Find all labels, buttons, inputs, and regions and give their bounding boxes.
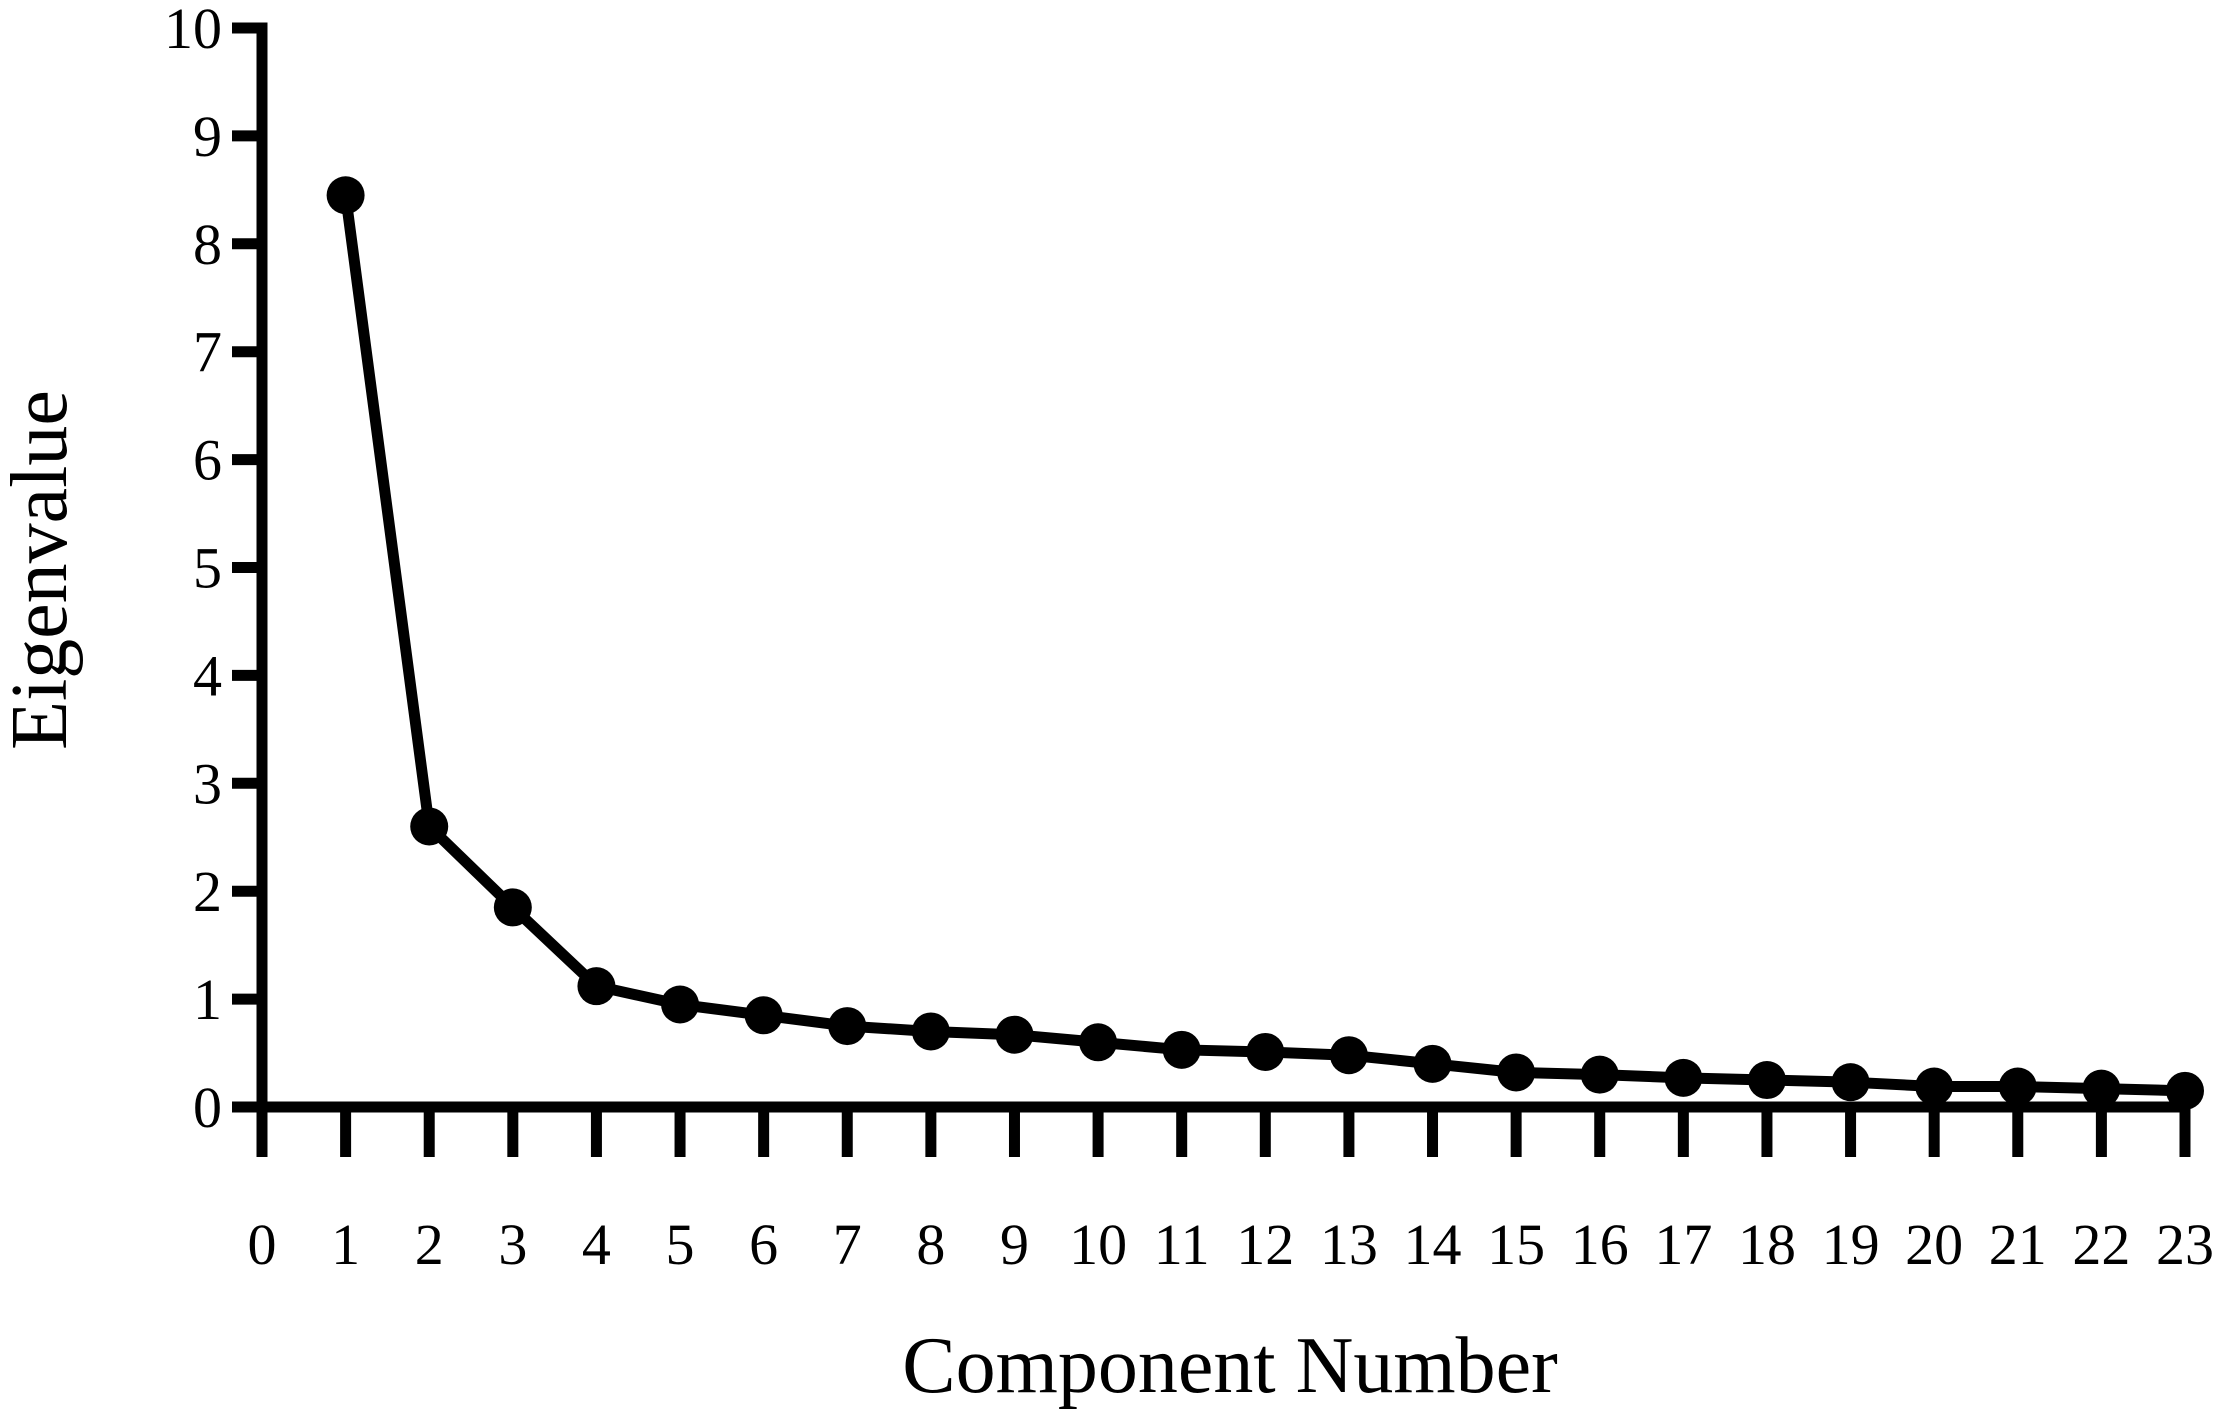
point [1162,1030,1201,1069]
y-tick-label: 10 [164,0,222,61]
y-tick-label: 0 [193,1075,222,1140]
point [661,985,700,1024]
point [2082,1069,2121,1108]
x-tick-label: 4 [582,1212,611,1277]
x-tick-label: 10 [1069,1212,1127,1277]
x-tick-label: 17 [1654,1212,1712,1277]
point [410,807,449,846]
y-tick-label: 8 [193,212,222,277]
x-tick-label: 0 [248,1212,277,1277]
x-tick-label: 7 [833,1212,862,1277]
point [1329,1036,1368,1075]
y-tick-label: 6 [193,428,222,493]
point [1664,1058,1703,1097]
x-tick-label: 13 [1320,1212,1378,1277]
point [1998,1067,2037,1106]
y-tick-label: 3 [193,751,222,816]
point [911,1012,950,1051]
x-tick-label: 15 [1487,1212,1545,1277]
x-tick-label: 22 [2072,1212,2130,1277]
y-tick-label: 4 [193,643,222,708]
y-tick-label: 9 [193,104,222,169]
x-tick-label: 23 [2156,1212,2214,1277]
x-tick-label: 16 [1571,1212,1629,1277]
y-tick-label: 1 [193,967,222,1032]
x-tick-label: 21 [1989,1212,2047,1277]
x-tick-label: 20 [1905,1212,1963,1277]
y-tick-label: 5 [193,536,222,601]
x-tick-label: 19 [1822,1212,1880,1277]
point [577,967,616,1006]
point [1580,1055,1619,1094]
x-tick-label: 3 [498,1212,527,1277]
x-tick-label: 6 [749,1212,778,1277]
x-tick-label: 12 [1236,1212,1294,1277]
y-tick-label: 7 [193,320,222,385]
x-tick-label: 9 [1000,1212,1029,1277]
point [1246,1032,1285,1071]
point [1747,1061,1786,1100]
point [1079,1023,1118,1062]
point [493,888,532,927]
x-tick-label: 2 [415,1212,444,1277]
point [828,1007,867,1046]
x-axis-label: Component Number [902,1322,1557,1410]
point [2166,1071,2204,1110]
point [1915,1067,1954,1106]
y-tick-label: 2 [193,859,222,924]
point [1413,1044,1452,1083]
x-tick-label: 11 [1154,1212,1210,1277]
x-tick-label: 14 [1404,1212,1462,1277]
point [1831,1063,1870,1102]
x-tick-label: 18 [1738,1212,1796,1277]
point [1497,1053,1536,1092]
series-line [340,194,2186,1097]
x-tick-label: 1 [331,1212,360,1277]
point [995,1015,1034,1054]
point [744,996,783,1035]
y-axis-label: Eigenvalue [0,390,84,750]
x-tick-label: 8 [916,1212,945,1277]
x-tick-label: 5 [666,1212,695,1277]
point [326,176,365,215]
